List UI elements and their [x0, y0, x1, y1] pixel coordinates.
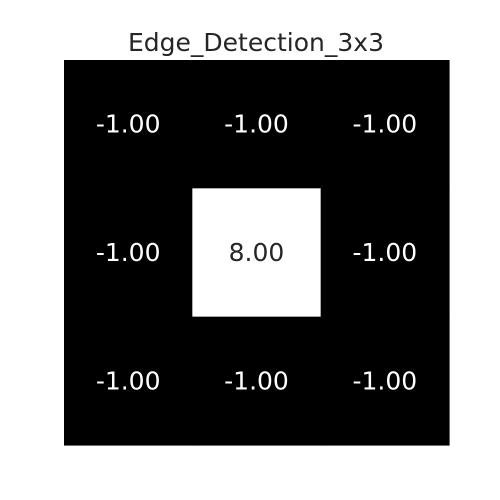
cell-label-r1-c2: -1.00	[352, 238, 417, 267]
heatmap-labels: -1.00 -1.00 -1.00 -1.00 8.00 -1.00 -1.00 -1.00 -…	[96, 110, 417, 396]
cell-label-r1-c0: -1.00	[96, 238, 161, 267]
heatmap-cell-r2-c0	[64, 316, 193, 446]
heatmap-cell-r0-c2	[320, 60, 450, 189]
heatmap-cell-r0-c0	[64, 60, 193, 189]
chart-title: Edge_Detection_3x3	[128, 28, 384, 57]
heatmap-cell-r1-c2	[320, 188, 450, 318]
cell-label-r2-c2: -1.00	[352, 366, 417, 395]
cell-label-r0-c1: -1.00	[224, 110, 289, 139]
heatmap-cells	[64, 60, 450, 446]
heatmap-cell-r1-c1	[192, 188, 322, 318]
cell-label-r0-c2: -1.00	[352, 110, 417, 139]
cell-label-r2-c1: -1.00	[224, 366, 289, 395]
cell-label-r1-c1: 8.00	[229, 238, 285, 267]
cell-label-r0-c0: -1.00	[96, 110, 161, 139]
heatmap-cell-r0-c1	[192, 60, 322, 189]
heatmap-cell-r2-c1	[192, 316, 322, 446]
heatmap-cell-r1-c0	[64, 188, 193, 318]
heatmap-cell-r2-c2	[320, 316, 450, 446]
cell-label-r2-c0: -1.00	[96, 366, 161, 395]
